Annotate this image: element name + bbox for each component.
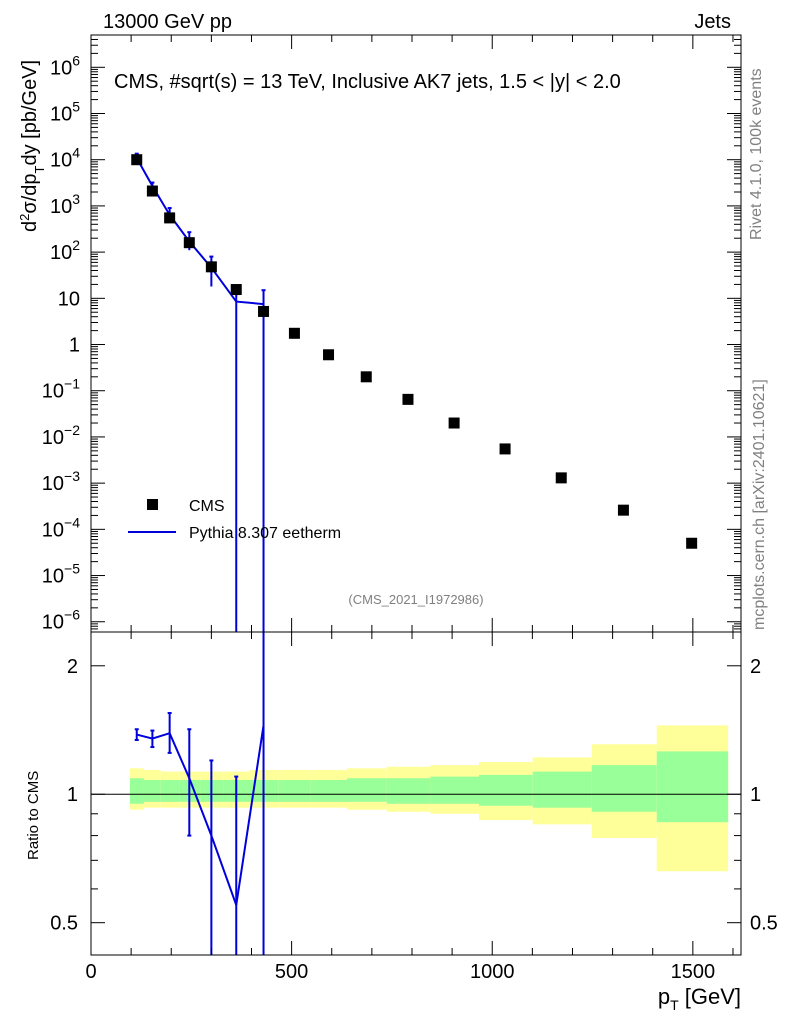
cms-point (131, 154, 143, 166)
band-inner-9 (346, 778, 387, 802)
bot-y-tick-label: 0.5 (50, 913, 78, 935)
cms-point (360, 371, 372, 383)
top-y-tick-label: 10 (58, 288, 80, 310)
cms-point (205, 261, 217, 273)
main-panel-series (131, 152, 698, 632)
x-tick-label: 0 (85, 961, 96, 983)
top-y-axis-title: d2σ/dpTdy [pb/GeV] (17, 60, 47, 232)
pythia-line (135, 157, 264, 306)
main-panel-frame (90, 34, 742, 633)
cms-point (288, 327, 300, 339)
cms-point (499, 443, 511, 455)
band-inner-2 (160, 779, 180, 802)
top-y-tick-label: 102 (50, 237, 80, 264)
header-right: Jets (694, 11, 731, 33)
mcplots-label: mcplots.cern.ch [arXiv:2401.10621] (751, 379, 768, 630)
band-inner-15 (656, 751, 729, 823)
band-inner-12 (478, 774, 533, 806)
header-left: 13000 GeV pp (103, 11, 232, 33)
cms-point (448, 417, 460, 429)
legend-cms-label: CMS (189, 498, 225, 515)
top-y-tick-label: 10−1 (42, 376, 80, 403)
top-y-tick-label: 10−3 (42, 468, 80, 495)
top-y-tick-label: 1 (69, 335, 80, 357)
x-axis-title: pT [GeV] (658, 984, 741, 1013)
x-tick-label: 500 (275, 961, 308, 983)
chart-title: CMS, #sqrt(s) = 13 TeV, Inclusive AK7 je… (114, 71, 621, 93)
cms-point (402, 393, 414, 405)
top-y-tick-label: 10−5 (42, 561, 80, 588)
cms-point (258, 305, 270, 317)
ratio-panel-frame (90, 631, 742, 956)
band-inner-8 (310, 779, 347, 802)
cms-point (230, 284, 242, 296)
cms-point (323, 349, 335, 361)
top-y-tick-label: 105 (50, 99, 80, 126)
x-tick-label: 1500 (671, 961, 716, 983)
x-tick-label: 1000 (470, 961, 515, 983)
top-y-tick-label: 10−2 (42, 422, 80, 449)
bot-y-tick-label-right: 2 (750, 656, 761, 678)
x-axis-title-sub: T (670, 997, 679, 1013)
cms-point (617, 504, 629, 516)
band-inner-14 (591, 765, 657, 812)
bot-y-tick-label: 1 (67, 784, 78, 806)
legend-cms-marker (147, 499, 158, 510)
cms-point (686, 537, 698, 549)
legend: CMS Pythia 8.307 eetherm (128, 498, 341, 542)
legend-pythia-label: Pythia 8.307 eetherm (189, 525, 341, 542)
x-axis-title-unit: [GeV] (679, 984, 741, 1009)
x-axis-title-main: p (658, 984, 670, 1009)
bot-y-tick-label: 2 (67, 656, 78, 678)
bot-y-tick-label-right: 0.5 (750, 913, 778, 935)
rivet-label: Rivet 4.1.0, 100k events (748, 68, 765, 240)
band-inner-0 (129, 778, 144, 804)
top-y-tick-label: 10−4 (42, 514, 80, 541)
ratio-line (136, 725, 265, 906)
ratio-y-axis-title: Ratio to CMS (25, 771, 42, 860)
cms-point (555, 472, 567, 484)
axes: 0 500 1000 150010610510410310210110−110−210… (42, 34, 778, 983)
uncertainty-bands (129, 725, 729, 872)
analysis-watermark: (CMS_2021_I1972986) (348, 592, 483, 607)
band-inner-7 (278, 779, 311, 802)
bot-y-tick-label-right: 1 (750, 784, 761, 806)
top-y-tick-label: 103 (50, 191, 80, 218)
band-inner-13 (532, 771, 592, 808)
cms-point (164, 212, 176, 224)
cms-point (146, 185, 158, 197)
top-y-tick-label: 10−6 (42, 607, 80, 634)
band-inner-10 (386, 778, 431, 804)
cms-point (183, 237, 195, 249)
top-y-tick-label: 106 (50, 52, 80, 79)
band-inner-1 (143, 779, 161, 802)
top-y-tick-label: 104 (50, 145, 80, 172)
band-inner-11 (430, 776, 479, 804)
